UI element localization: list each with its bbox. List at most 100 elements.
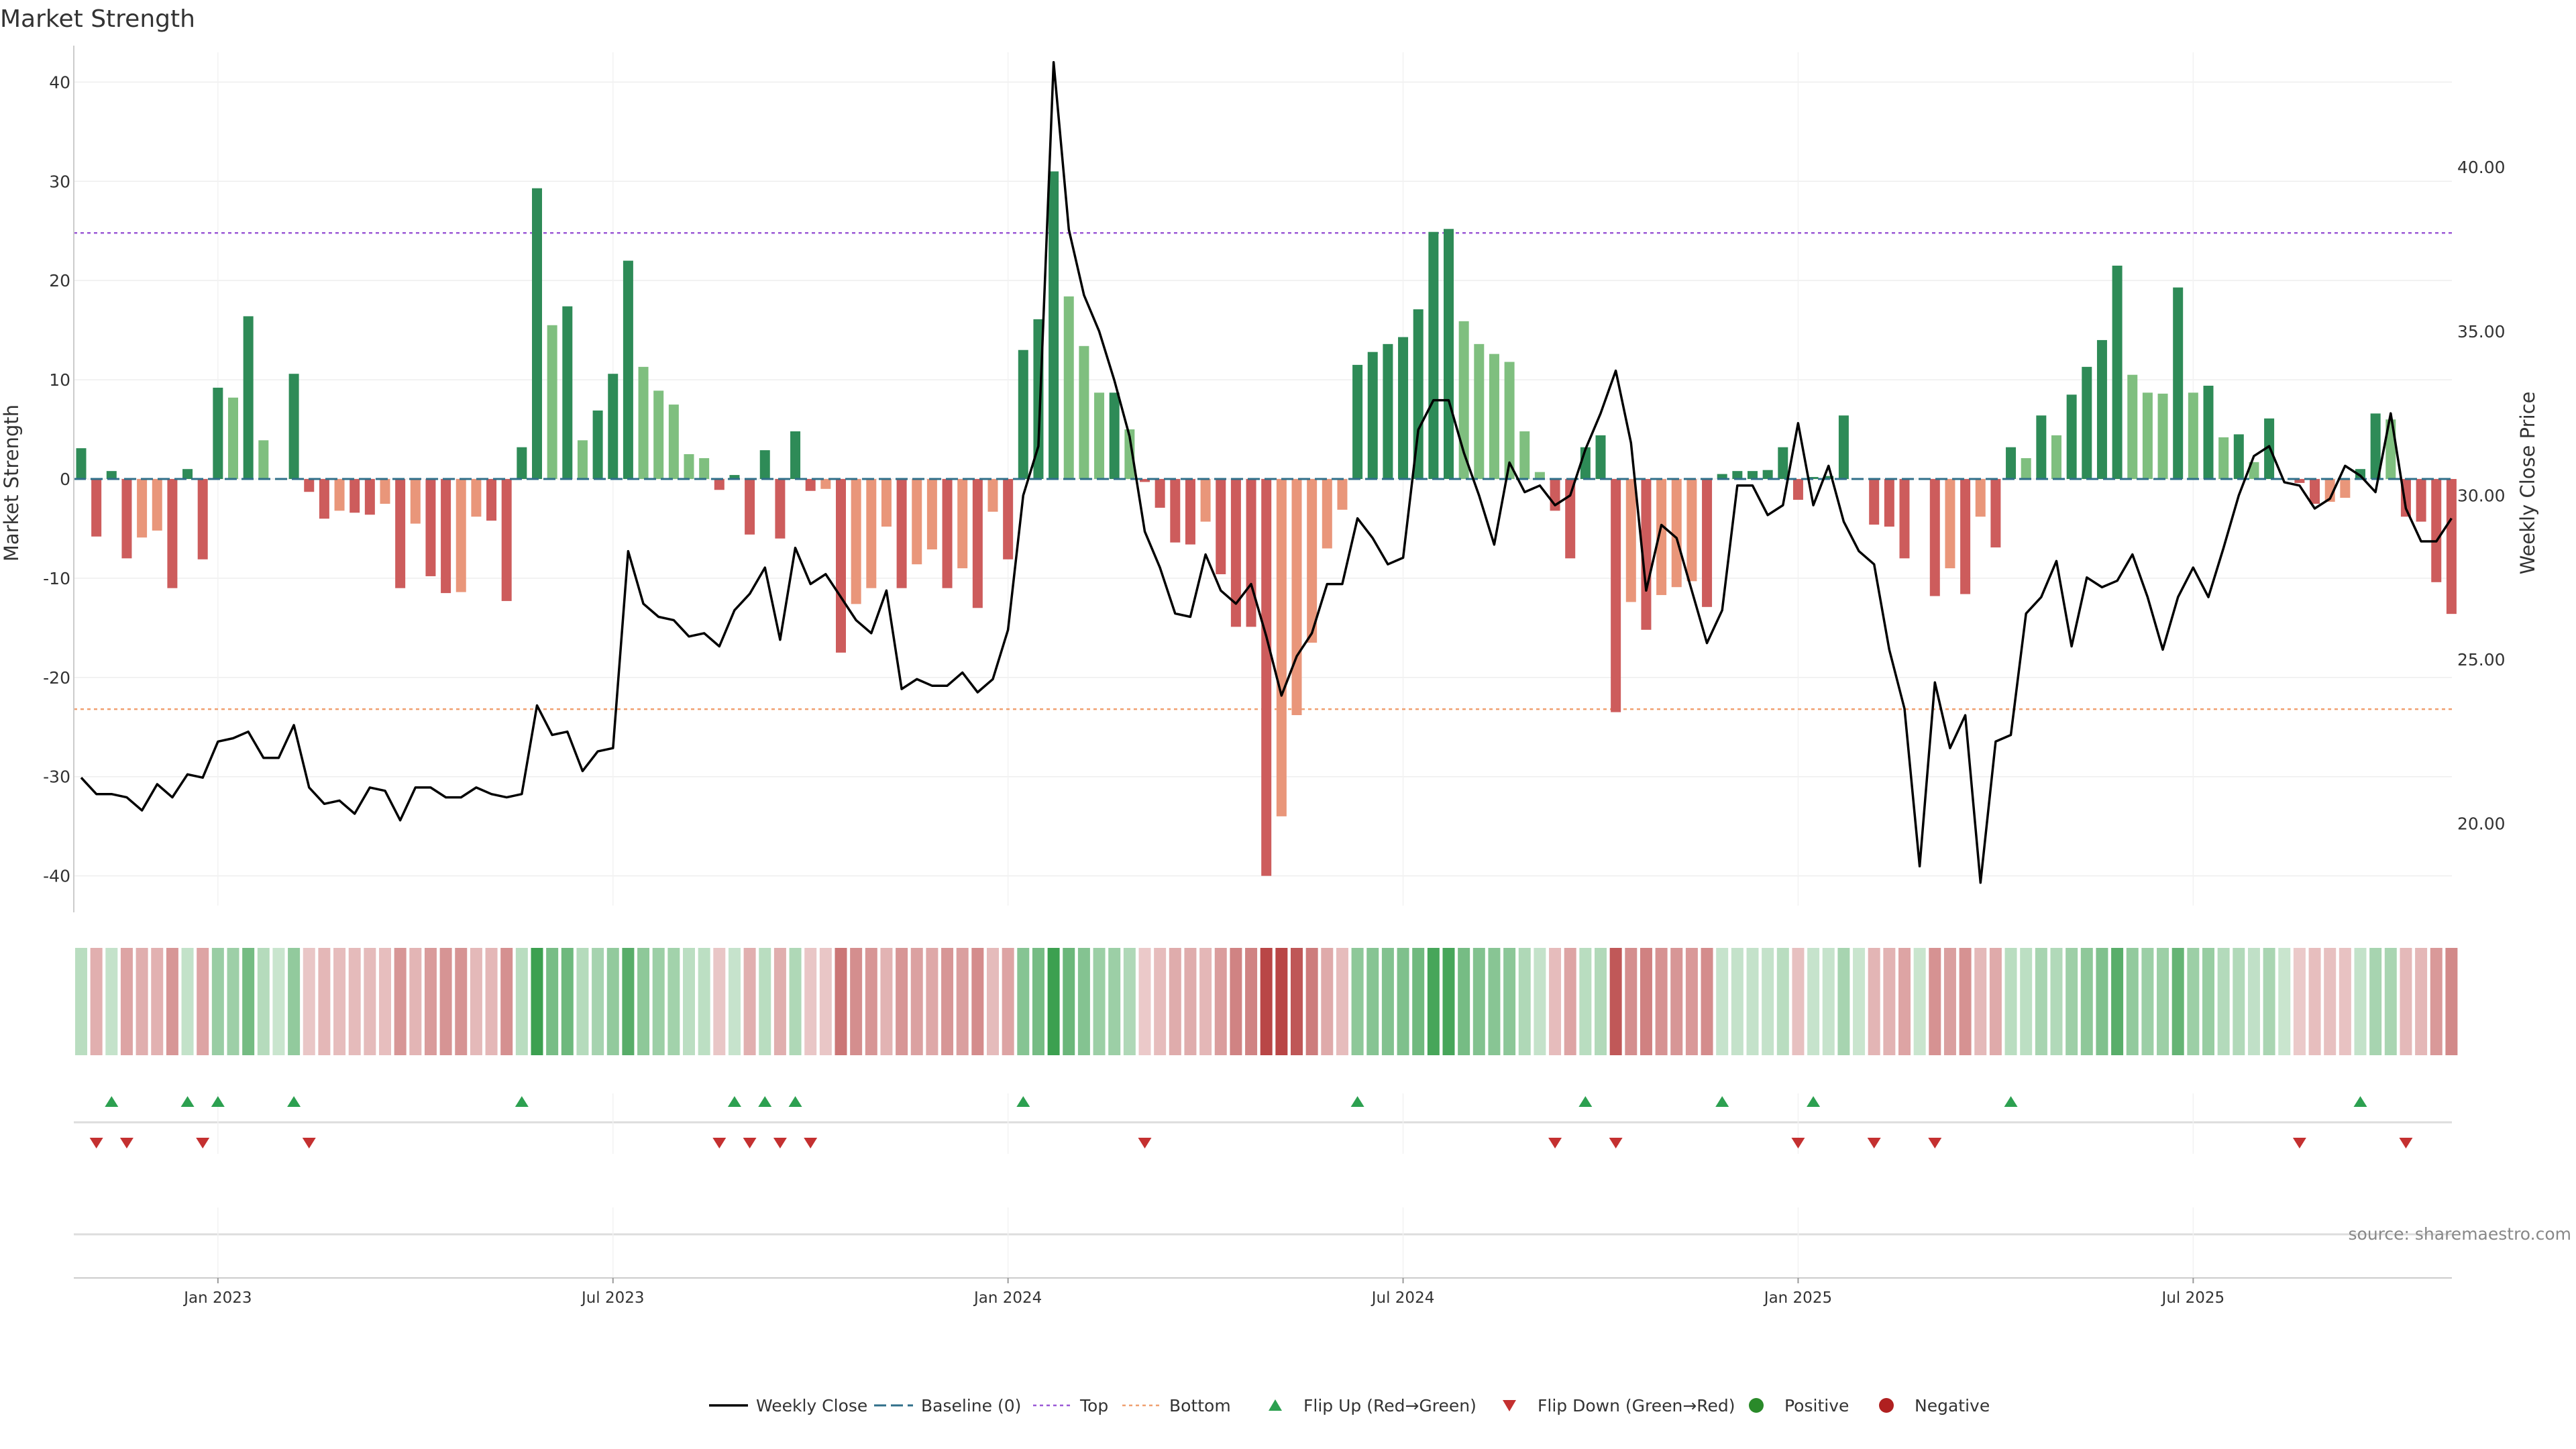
heat-cell [819,948,832,1055]
heat-cell [181,948,194,1055]
x-tick-label: Jan 2023 [182,1289,252,1307]
strength-bar [912,479,922,565]
heat-cell [713,948,726,1055]
strength-bar [2249,462,2259,479]
heat-cell [1032,948,1044,1055]
heat-cell [120,948,133,1055]
heat-cell [2339,948,2351,1055]
heat-cell [2080,948,2093,1055]
x-tick-label: Jul 2025 [2161,1289,2225,1307]
strength-bar [653,390,664,479]
heat-cell [1017,948,1030,1055]
heat-cell [136,948,148,1055]
strength-bar [441,479,451,594]
flip-up-marker [788,1096,802,1107]
y2-tick-label: 20.00 [2457,814,2506,834]
heat-cell [1214,948,1227,1055]
strength-bar [2340,479,2351,498]
strength-bar [2431,479,2442,582]
x-tick-label: Jan 2025 [1763,1289,1832,1307]
heat-cell [2384,948,2397,1055]
heat-cell [1837,948,1850,1055]
heat-cell [1685,948,1698,1055]
y-tick-label: 0 [60,470,70,489]
heat-cell [1169,948,1181,1055]
heat-cell [1275,948,1288,1055]
heat-cell [1336,948,1348,1055]
heat-cell [2050,948,2063,1055]
heat-cell [394,948,407,1055]
heat-cell [1959,948,1972,1055]
heat-cell [759,948,771,1055]
strength-bar [1884,479,1894,527]
heat-cell [987,948,999,1055]
heat-cell [1063,948,1075,1055]
heat-cell [1762,948,1774,1055]
flip-markers [74,1093,2452,1278]
heat-cell [561,948,574,1055]
flip-down-marker [1867,1138,1881,1148]
strength-bar [106,471,117,479]
heat-cell [515,948,528,1055]
flip-down-marker [302,1138,316,1148]
flip-up-marker [180,1096,195,1107]
heat-cell [409,948,422,1055]
strength-bar [197,479,208,559]
heat-cell [424,948,437,1055]
strength-bar [121,479,132,559]
heat-cell [1472,948,1485,1055]
heat-cell [622,948,635,1055]
heat-cell [2308,948,2321,1055]
y-tick-label: -20 [43,668,70,688]
heat-cell [75,948,87,1055]
strength-bar [1899,479,1910,559]
strength-bar [2082,366,2092,479]
strength-bar [881,479,892,527]
flip-up-marker [287,1096,301,1107]
heat-cell [576,948,589,1055]
strength-bar [1124,429,1135,479]
heat-cell [1427,948,1440,1055]
strength-bar [1838,415,1849,479]
heat-cell [546,948,559,1055]
flip-up-marker [1578,1096,1593,1107]
heat-cell [1534,948,1546,1055]
heat-cell [1898,948,1911,1055]
flip-down-marker [743,1138,757,1148]
strength-bar [1474,343,1485,479]
strength-bar [76,448,87,479]
strength-bar [1276,479,1287,816]
strength-bar [2188,392,2198,479]
strength-bar [1504,362,1515,479]
y-tick-label: -40 [43,867,70,886]
heat-cell [1518,948,1531,1055]
heat-cell [2171,948,2184,1055]
flip-up-marker [1807,1096,1821,1107]
heat-cell [1670,948,1683,1055]
strength-bar [1671,479,1682,588]
strength-bar [1686,479,1697,582]
heat-cell [698,948,710,1055]
strength-bar [258,440,269,479]
y-axis-right: 40.00 35.00 30.00 25.00 20.00 [2457,158,2506,833]
heat-cell [1625,948,1638,1055]
strength-bar [1565,479,1576,559]
strength-bar [1246,479,1256,627]
heat-cell [2247,948,2260,1055]
heat-cell [2445,948,2458,1055]
flip-up-marker [1715,1096,1729,1107]
strength-bar [288,374,299,479]
strength-bar [1307,479,1318,643]
heat-cell [1230,948,1242,1055]
heat-cell [1701,948,1713,1055]
strength-bar [745,479,755,535]
strength-bar [926,479,937,550]
flip-up-marker [211,1096,225,1107]
legend-label: Bottom [1169,1396,1231,1415]
heat-cell [592,948,604,1055]
heat-cell [1989,948,2002,1055]
strength-bar [364,479,375,515]
flip-down-marker [196,1138,210,1148]
strength-bar [2310,479,2320,504]
strength-bar [380,479,390,504]
